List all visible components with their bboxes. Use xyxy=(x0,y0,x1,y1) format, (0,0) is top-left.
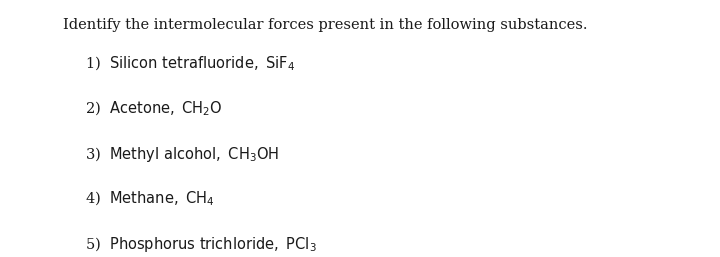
Text: 3)  $\mathrm{Methyl\ alcohol,\ CH_3OH}$: 3) $\mathrm{Methyl\ alcohol,\ CH_3OH}$ xyxy=(85,145,279,164)
Text: 2)  $\mathrm{Acetone,\ CH_2O}$: 2) $\mathrm{Acetone,\ CH_2O}$ xyxy=(85,100,222,118)
Text: Identify the intermolecular forces present in the following substances.: Identify the intermolecular forces prese… xyxy=(63,18,588,32)
Text: 5)  $\mathrm{Phosphorus\ trichloride,\ PCl_3}$: 5) $\mathrm{Phosphorus\ trichloride,\ PC… xyxy=(85,235,317,254)
Text: 4)  $\mathrm{Methane,\ CH_4}$: 4) $\mathrm{Methane,\ CH_4}$ xyxy=(85,190,215,208)
Text: 1)  $\mathrm{Silicon\ tetrafluoride,\ SiF_4}$: 1) $\mathrm{Silicon\ tetrafluoride,\ SiF… xyxy=(85,55,295,74)
